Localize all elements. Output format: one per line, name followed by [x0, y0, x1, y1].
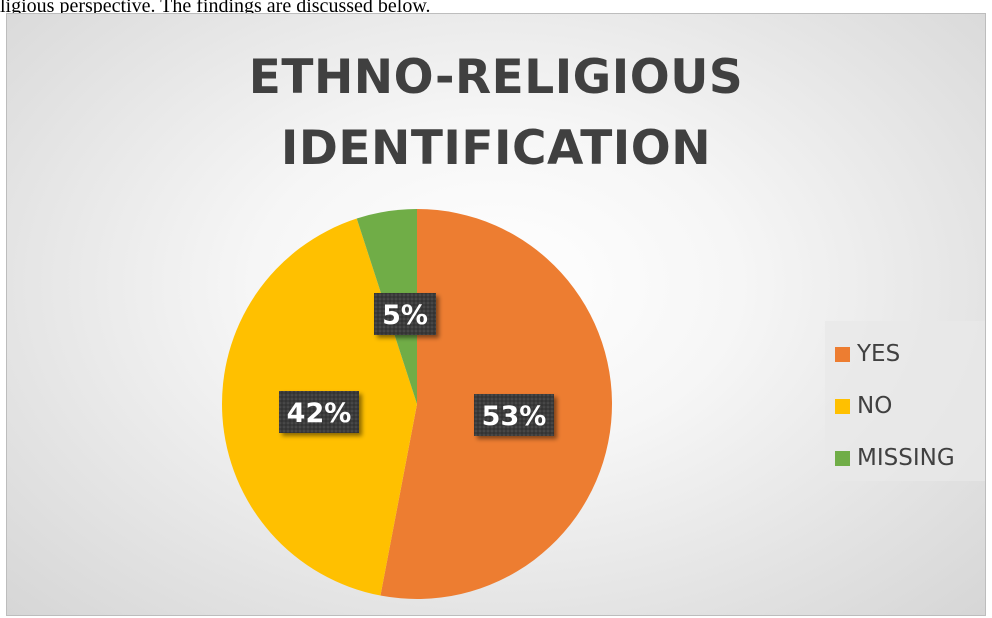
data-label-value: 53%	[482, 401, 547, 432]
data-label-yes: 53%	[474, 394, 554, 436]
pie-chart: 53% 42% 5%	[222, 209, 612, 599]
data-label-box	[374, 293, 436, 335]
legend-item-yes: YES	[835, 339, 900, 369]
data-label-value: 5%	[382, 300, 428, 331]
data-label-no: 42%	[279, 391, 359, 433]
data-label-value: 42%	[287, 398, 352, 429]
chart-title-line-1: ETHNO-RELIGIOUS	[248, 50, 744, 105]
legend-item-no: NO	[835, 391, 892, 421]
chart-frame: ETHNO-RELIGIOUS IDENTIFICATION 53% 42% 5% …	[6, 13, 986, 616]
data-label-box	[474, 394, 554, 436]
data-label-missing: 5%	[374, 293, 436, 335]
chart-title-line-2: IDENTIFICATION	[280, 121, 712, 176]
legend-item-missing: MISSING	[835, 443, 955, 473]
document-text: ligious perspective. The findings are di…	[0, 0, 431, 17]
legend-label: YES	[857, 341, 901, 367]
legend-label: MISSING	[857, 445, 955, 471]
legend-label: NO	[857, 393, 893, 419]
legend-swatch	[835, 450, 850, 466]
chart-legend: YES NO MISSING	[825, 321, 985, 481]
data-label-box	[279, 391, 359, 433]
pie-data-labels: 53% 42% 5%	[279, 293, 554, 436]
legend-swatch	[835, 398, 850, 414]
legend-swatch	[835, 346, 850, 362]
